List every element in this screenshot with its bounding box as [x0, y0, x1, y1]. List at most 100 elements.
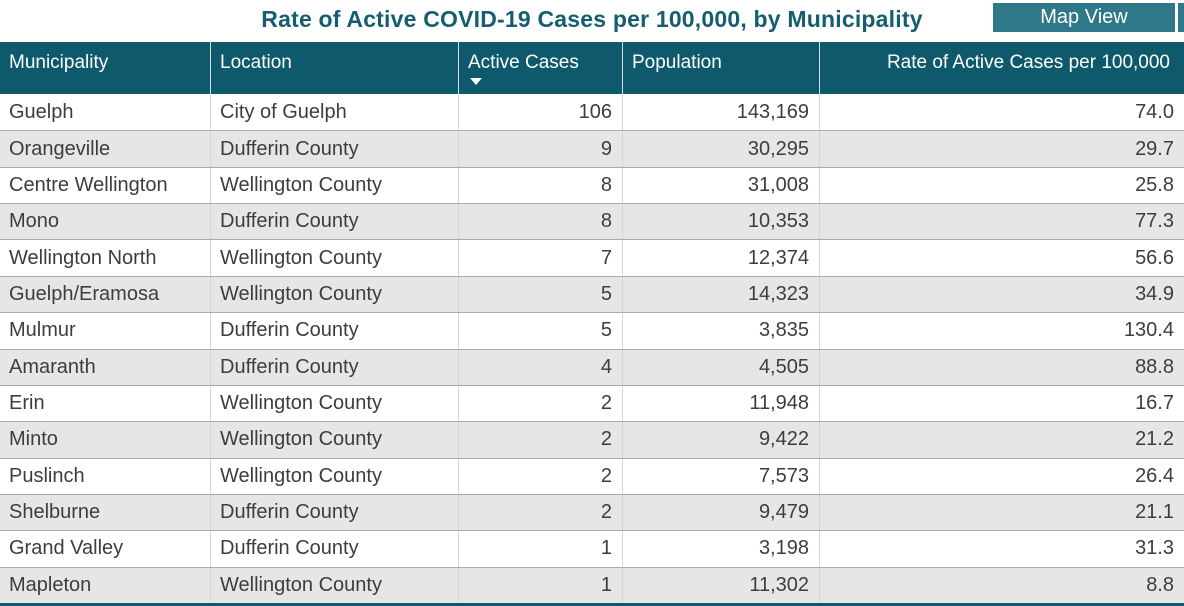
cell-rate: 29.7: [1135, 137, 1174, 160]
cell-population: 3,835: [623, 313, 820, 349]
cell-active-cases: 8: [459, 167, 623, 204]
cell-rate: 8.8: [1146, 573, 1174, 596]
table-row[interactable]: Shelburne Dufferin County 2 9,479 21.1: [0, 493, 1184, 531]
cell-municipality: Erin: [0, 385, 211, 422]
cell-municipality: Wellington North: [0, 240, 211, 276]
cell-municipality: Guelph/Eramosa: [0, 276, 211, 313]
column-header-label: Municipality: [9, 52, 109, 73]
table-row[interactable]: Mono Dufferin County 8 10,353 77.3: [0, 203, 1184, 240]
table-row[interactable]: Erin Wellington County 2 11,948 16.7: [0, 384, 1184, 422]
cell-population: 143,169: [623, 94, 820, 131]
cell-location: Wellington County: [211, 567, 459, 604]
cell-active-cases: 2: [459, 494, 623, 531]
cell-location: City of Guelph: [211, 94, 459, 131]
cell-rate: 56.6: [1135, 246, 1174, 269]
cell-location: Dufferin County: [211, 131, 459, 167]
table-row[interactable]: Guelph/Eramosa Wellington County 5 14,323 34…: [0, 275, 1184, 313]
map-view-button[interactable]: Map View: [993, 3, 1175, 32]
cell-active-cases: 8: [459, 204, 623, 240]
sort-descending-icon: [470, 78, 482, 85]
cell-location: Wellington County: [211, 240, 459, 276]
cell-rate: 130.4: [1123, 319, 1174, 342]
column-header-label: Location: [220, 52, 292, 73]
cell-municipality: Mapleton: [0, 567, 211, 604]
cell-population: 7,573: [623, 458, 820, 494]
cell-active-cases: 1: [459, 531, 623, 567]
cell-rate: 25.8: [1135, 173, 1174, 196]
table-row[interactable]: Amaranth Dufferin County 4 4,505 88.8: [0, 348, 1184, 385]
cell-active-cases: 5: [459, 313, 623, 349]
cell-municipality: Guelph: [0, 94, 211, 131]
cell-active-cases: 7: [459, 240, 623, 276]
column-header-label: Rate of Active Cases per 100,000: [886, 52, 1170, 73]
cell-active-cases: 2: [459, 422, 623, 458]
cell-population: 10,353: [623, 204, 820, 240]
cell-location: Wellington County: [211, 276, 459, 313]
cell-location: Wellington County: [211, 385, 459, 422]
cell-location: Dufferin County: [211, 313, 459, 349]
cell-municipality: Centre Wellington: [0, 167, 211, 204]
table-row[interactable]: Puslinch Wellington County 2 7,573 26.4: [0, 457, 1184, 494]
table-row[interactable]: Wellington North Wellington County 7 12,374…: [0, 239, 1184, 276]
cell-rate: 34.9: [1135, 282, 1174, 305]
cell-population: 11,948: [623, 385, 820, 422]
table-header-row: Municipality Location Active Cases Popul…: [0, 42, 1184, 94]
button-edge-decoration: [1178, 3, 1184, 32]
table-row[interactable]: Mulmur Dufferin County 5 3,835 130.4: [0, 312, 1184, 349]
cell-population: 11,302: [623, 567, 820, 604]
cell-rate: 88.8: [1135, 355, 1174, 378]
column-header-location[interactable]: Location: [211, 42, 459, 94]
data-table: Municipality Location Active Cases Popul…: [0, 42, 1184, 604]
cell-municipality: Shelburne: [0, 494, 211, 531]
table-row[interactable]: Mapleton Wellington County 1 11,302 8.8: [0, 566, 1184, 604]
cell-location: Wellington County: [211, 167, 459, 204]
column-header-active-cases[interactable]: Active Cases: [459, 42, 623, 94]
cell-location: Dufferin County: [211, 204, 459, 240]
table-row[interactable]: Orangeville Dufferin County 9 30,295 29.7: [0, 130, 1184, 167]
cell-population: 4,505: [623, 349, 820, 385]
table-row[interactable]: Grand Valley Dufferin County 1 3,198 31.3: [0, 530, 1184, 567]
cell-population: 31,008: [623, 167, 820, 204]
cell-municipality: Puslinch: [0, 458, 211, 494]
column-header-label: Active Cases: [468, 52, 579, 73]
cell-active-cases: 5: [459, 276, 623, 313]
cell-active-cases: 106: [459, 94, 623, 131]
cell-location: Dufferin County: [211, 531, 459, 567]
page-title: Rate of Active COVID-19 Cases per 100,00…: [261, 6, 923, 32]
cell-municipality: Orangeville: [0, 131, 211, 167]
column-header-rate[interactable]: Rate of Active Cases per 100,000: [820, 42, 1184, 94]
cell-rate: 26.4: [1135, 464, 1174, 487]
cell-rate: 31.3: [1135, 537, 1174, 560]
cell-active-cases: 1: [459, 567, 623, 604]
title-bar: Rate of Active COVID-19 Cases per 100,00…: [0, 0, 1184, 42]
cell-rate: 74.0: [1135, 100, 1174, 123]
table-body: Guelph City of Guelph 106 143,169 74.0 Orange…: [0, 94, 1184, 604]
cell-active-cases: 4: [459, 349, 623, 385]
cell-municipality: Mulmur: [0, 313, 211, 349]
cell-active-cases: 9: [459, 131, 623, 167]
cell-location: Dufferin County: [211, 494, 459, 531]
table-row[interactable]: Minto Wellington County 2 9,422 21.2: [0, 421, 1184, 458]
cell-location: Wellington County: [211, 458, 459, 494]
cell-rate: 77.3: [1135, 210, 1174, 233]
cell-municipality: Minto: [0, 422, 211, 458]
table-bottom-border: [0, 603, 1184, 606]
table-row[interactable]: Guelph City of Guelph 106 143,169 74.0: [0, 94, 1184, 131]
cell-municipality: Amaranth: [0, 349, 211, 385]
cell-municipality: Mono: [0, 204, 211, 240]
cell-population: 12,374: [623, 240, 820, 276]
cell-location: Wellington County: [211, 422, 459, 458]
cell-population: 3,198: [623, 531, 820, 567]
cell-population: 9,479: [623, 494, 820, 531]
table-row[interactable]: Centre Wellington Wellington County 8 31,00…: [0, 166, 1184, 204]
cell-rate: 16.7: [1135, 392, 1174, 415]
column-header-label: Population: [632, 52, 722, 73]
cell-rate: 21.1: [1135, 501, 1174, 524]
cell-location: Dufferin County: [211, 349, 459, 385]
column-header-municipality[interactable]: Municipality: [0, 42, 211, 94]
cell-municipality: Grand Valley: [0, 531, 211, 567]
cell-active-cases: 2: [459, 458, 623, 494]
cell-population: 14,323: [623, 276, 820, 313]
column-header-population[interactable]: Population: [623, 42, 820, 94]
